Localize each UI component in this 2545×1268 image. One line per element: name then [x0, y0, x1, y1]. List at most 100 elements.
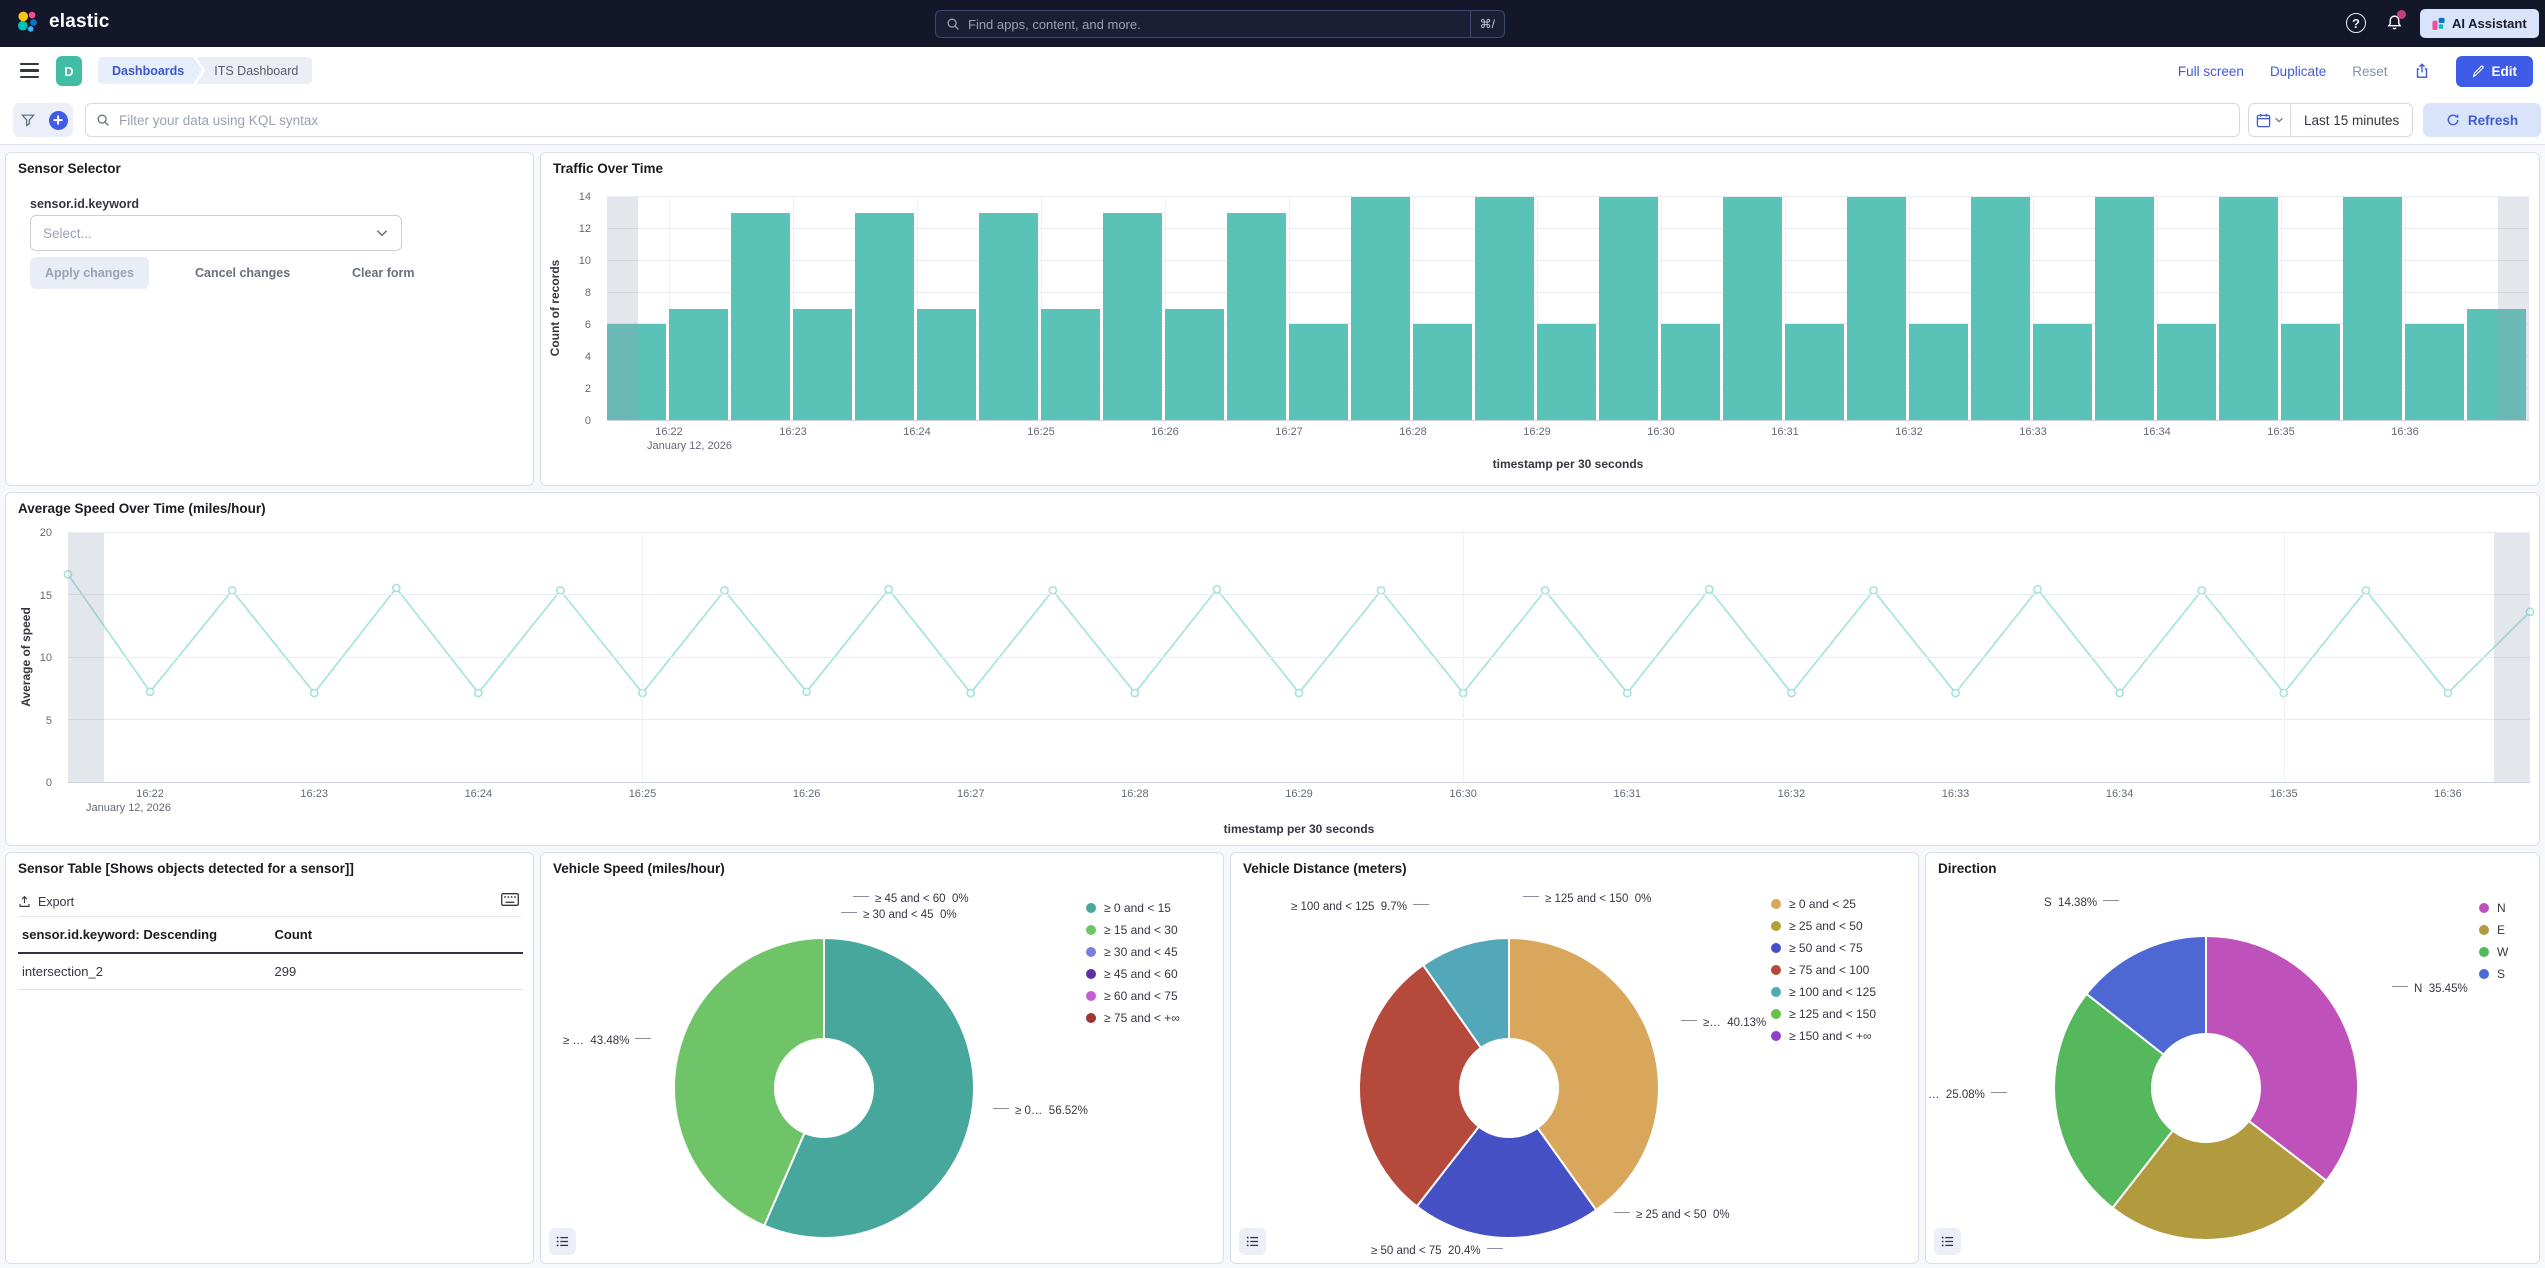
data-point[interactable] [146, 688, 153, 695]
bar[interactable] [1289, 324, 1348, 420]
table-column-header[interactable]: sensor.id.keyword: Descending [18, 917, 271, 953]
global-search[interactable]: ⌘/ [935, 10, 1505, 38]
bar[interactable] [1723, 197, 1782, 420]
legend-item[interactable]: ≥ 15 and < 30 [1086, 919, 1180, 941]
global-search-input[interactable] [968, 17, 1470, 32]
traffic-bar-chart[interactable] [607, 197, 2529, 421]
legend-toggle-button[interactable] [1239, 1228, 1266, 1255]
help-icon[interactable]: ? [2346, 13, 2366, 33]
clear-form-button[interactable]: Clear form [352, 257, 415, 289]
data-point[interactable] [1542, 587, 1549, 594]
table-column-header[interactable]: Count [271, 917, 524, 953]
bar[interactable] [2095, 197, 2154, 420]
elastic-logo[interactable]: elastic [14, 9, 110, 35]
data-point[interactable] [967, 689, 974, 696]
bar[interactable] [917, 309, 976, 421]
menu-hamburger-icon[interactable] [20, 63, 39, 78]
data-point[interactable] [1870, 587, 1877, 594]
legend-item[interactable]: ≥ 25 and < 50 [1771, 915, 1876, 937]
legend-toggle-button[interactable] [1934, 1228, 1961, 1255]
kql-query-input[interactable] [119, 113, 2229, 128]
data-point[interactable] [721, 587, 728, 594]
bar[interactable] [1785, 324, 1844, 420]
reset-button[interactable]: Reset [2352, 64, 2387, 79]
legend-item[interactable]: S [2479, 963, 2508, 985]
duplicate-button[interactable]: Duplicate [2270, 64, 2326, 79]
data-point[interactable] [1952, 689, 1959, 696]
legend-item[interactable]: ≥ 75 and < 100 [1771, 959, 1876, 981]
legend-item[interactable]: ≥ 45 and < 60 [1086, 963, 1180, 985]
data-point[interactable] [885, 586, 892, 593]
bar[interactable] [855, 213, 914, 420]
breadcrumb-dashboards[interactable]: Dashboards [98, 57, 202, 84]
kql-query-bar[interactable] [85, 103, 2240, 137]
legend-item[interactable]: ≥ 30 and < 45 [1086, 941, 1180, 963]
legend-item[interactable]: ≥ 100 and < 125 [1771, 981, 1876, 1003]
bar[interactable] [1599, 197, 1658, 420]
filter-funnel-icon[interactable] [13, 103, 43, 137]
data-point[interactable] [2198, 587, 2205, 594]
data-point[interactable] [2362, 587, 2369, 594]
bar[interactable] [1909, 324, 1968, 420]
bar[interactable] [979, 213, 1038, 420]
cancel-changes-button[interactable]: Cancel changes [195, 257, 290, 289]
data-point[interactable] [229, 587, 236, 594]
data-point[interactable] [2116, 689, 2123, 696]
keyboard-icon[interactable] [501, 893, 519, 906]
bar[interactable] [669, 309, 728, 421]
edit-button[interactable]: Edit [2456, 56, 2534, 87]
bar[interactable] [1537, 324, 1596, 420]
bar[interactable] [1847, 197, 1906, 420]
calendar-icon[interactable] [2249, 104, 2291, 136]
direction-donut[interactable] [2046, 928, 2366, 1248]
legend-item[interactable]: W [2479, 941, 2508, 963]
data-point[interactable] [1788, 689, 1795, 696]
bar[interactable] [2281, 324, 2340, 420]
bar[interactable] [2157, 324, 2216, 420]
data-point[interactable] [1049, 587, 1056, 594]
bar[interactable] [793, 309, 852, 421]
share-icon[interactable] [2414, 63, 2430, 79]
average-speed-line-chart[interactable] [68, 533, 2530, 783]
legend-item[interactable]: ≥ 0 and < 25 [1771, 893, 1876, 915]
full-screen-button[interactable]: Full screen [2178, 64, 2244, 79]
bar[interactable] [731, 213, 790, 420]
bar[interactable] [1475, 197, 1534, 420]
bar[interactable] [1661, 324, 1720, 420]
add-filter-button[interactable] [43, 103, 73, 137]
legend-item[interactable]: E [2479, 919, 2508, 941]
legend-toggle-button[interactable] [549, 1228, 576, 1255]
legend-item[interactable]: ≥ 0 and < 15 [1086, 897, 1180, 919]
sensor-select-dropdown[interactable]: Select... [30, 215, 402, 251]
data-point[interactable] [803, 688, 810, 695]
legend-item[interactable]: ≥ 125 and < 150 [1771, 1003, 1876, 1025]
data-point[interactable] [1295, 689, 1302, 696]
bar[interactable] [2033, 324, 2092, 420]
apply-changes-button[interactable]: Apply changes [30, 257, 149, 289]
bar[interactable] [1227, 213, 1286, 420]
bar[interactable] [2405, 324, 2464, 420]
bar[interactable] [1041, 309, 1100, 421]
notifications-bell-icon[interactable] [2386, 14, 2403, 31]
data-point[interactable] [1377, 587, 1384, 594]
export-button[interactable]: Export [18, 895, 74, 909]
data-point[interactable] [2444, 689, 2451, 696]
bar[interactable] [1103, 213, 1162, 420]
legend-item[interactable]: ≥ 75 and < +∞ [1086, 1007, 1180, 1029]
bar[interactable] [1413, 324, 1472, 420]
legend-item[interactable]: ≥ 50 and < 75 [1771, 937, 1876, 959]
refresh-button[interactable]: Refresh [2423, 103, 2541, 137]
data-point[interactable] [2034, 586, 2041, 593]
data-point[interactable] [475, 689, 482, 696]
data-point[interactable] [1706, 586, 1713, 593]
data-point[interactable] [393, 584, 400, 591]
data-point[interactable] [1131, 689, 1138, 696]
legend-item[interactable]: N [2479, 897, 2508, 919]
vehicle-speed-donut[interactable] [664, 928, 984, 1248]
legend-item[interactable]: ≥ 150 and < +∞ [1771, 1025, 1876, 1047]
legend-item[interactable]: ≥ 60 and < 75 [1086, 985, 1180, 1007]
bar[interactable] [2219, 197, 2278, 420]
data-point[interactable] [311, 689, 318, 696]
time-range-value[interactable]: Last 15 minutes [2291, 113, 2412, 128]
bar[interactable] [1165, 309, 1224, 421]
